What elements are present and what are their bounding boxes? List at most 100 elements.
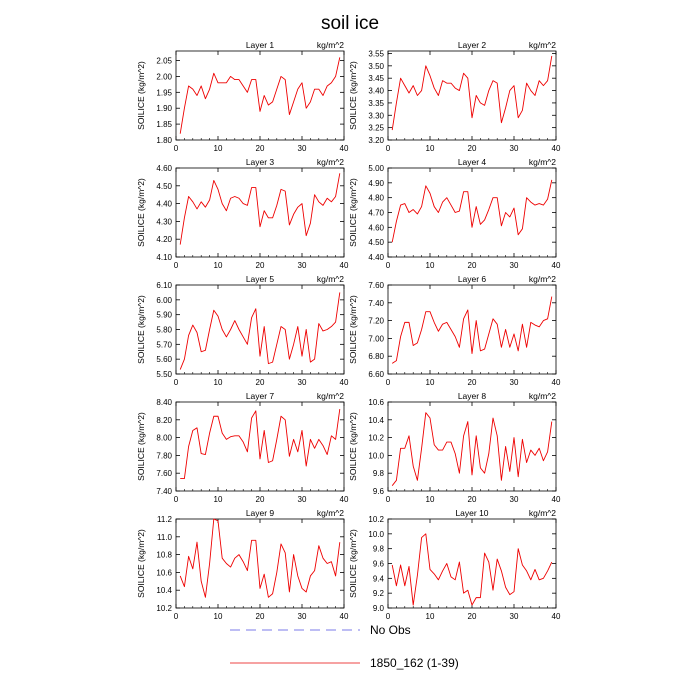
series-line [179, 292, 341, 370]
y-tick-label: 11.2 [157, 515, 173, 524]
y-tick-label: 2.05 [156, 57, 172, 66]
y-tick-label: 8.40 [156, 398, 172, 407]
y-tick-label: 7.60 [156, 469, 172, 478]
x-tick-label: 40 [552, 261, 561, 270]
y-tick-label: 7.40 [156, 487, 172, 496]
y-tick-label: 3.30 [368, 111, 384, 120]
chart-panel-7: 0 10 20 30 40 7.40 7.60 7.80 8.00 8.20 8.40 Layer 7… [136, 391, 349, 504]
panel-title: Layer 1 [246, 40, 275, 50]
x-tick-label: 10 [214, 144, 223, 153]
series-line [391, 412, 553, 486]
chart-panel-5: 0 10 20 30 40 5.50 5.60 5.70 5.80 5.90 6.00 6.10 Lay… [136, 274, 349, 387]
plot-frame [175, 518, 345, 609]
series-line [180, 409, 341, 479]
panel-units: kg/m^2 [317, 40, 344, 50]
y-tick-label: 6.80 [368, 352, 384, 361]
panel-units: kg/m^2 [529, 391, 556, 401]
y-tick-label: 6.10 [156, 281, 172, 290]
legend-label-no-obs: No Obs [370, 623, 411, 637]
x-tick-label: 10 [426, 378, 435, 387]
y-tick-label: 7.20 [368, 317, 384, 326]
y-tick-label: 9.0 [373, 604, 385, 613]
x-tick-label: 30 [510, 495, 519, 504]
panel-title: Layer 5 [246, 274, 275, 284]
y-tick-label: 10.6 [156, 568, 172, 577]
panel-units: kg/m^2 [529, 157, 556, 167]
y-tick-label: 10.8 [156, 551, 172, 560]
panel-title: Layer 4 [458, 157, 487, 167]
y-axis-label: SOILICE (kg/m^2) [348, 178, 358, 247]
y-axis-label: SOILICE (kg/m^2) [136, 178, 146, 247]
y-tick-label: 9.6 [373, 487, 385, 496]
y-tick-label: 9.4 [373, 574, 385, 583]
y-tick-label: 5.00 [368, 164, 384, 173]
panel-units: kg/m^2 [317, 274, 344, 284]
series-line [179, 173, 341, 245]
y-tick-label: 9.6 [373, 560, 385, 569]
x-tick-label: 40 [340, 144, 349, 153]
x-tick-label: 30 [298, 261, 307, 270]
x-tick-label: 20 [468, 261, 477, 270]
plot-frame [387, 518, 557, 609]
x-tick-label: 20 [256, 378, 265, 387]
x-tick-label: 10 [214, 378, 223, 387]
x-tick-label: 0 [174, 612, 179, 621]
x-tick-label: 40 [340, 378, 349, 387]
x-tick-label: 0 [386, 612, 391, 621]
x-tick-label: 20 [468, 495, 477, 504]
x-tick-label: 10 [426, 495, 435, 504]
x-tick-label: 0 [386, 261, 391, 270]
y-tick-label: 3.35 [368, 99, 384, 108]
panel-units: kg/m^2 [529, 40, 556, 50]
legend: No Obs 1850_162 (1-39) [230, 623, 459, 670]
x-tick-label: 0 [174, 378, 179, 387]
chart-panel-4: 0 10 20 30 40 4.40 4.50 4.60 4.70 4.80 4.90 5.00 Lay… [348, 157, 561, 270]
y-tick-label: 5.70 [156, 340, 172, 349]
plot-frame [387, 401, 557, 492]
y-tick-label: 4.80 [368, 194, 384, 203]
x-tick-label: 10 [426, 144, 435, 153]
x-tick-label: 0 [386, 144, 391, 153]
y-tick-label: 10.0 [368, 530, 384, 539]
panel-title: Layer 2 [458, 40, 487, 50]
y-tick-label: 3.20 [368, 136, 384, 145]
y-axis-label: SOILICE (kg/m^2) [348, 61, 358, 130]
y-tick-label: 4.30 [156, 217, 172, 226]
x-tick-label: 20 [256, 144, 265, 153]
chart-panel-2: 0 10 20 30 40 3.20 3.25 3.30 3.35 3.40 3.45 3.50 3.5… [348, 40, 561, 153]
x-tick-label: 30 [298, 612, 307, 621]
y-tick-label: 10.6 [368, 398, 384, 407]
x-tick-label: 20 [468, 378, 477, 387]
x-tick-label: 30 [510, 144, 519, 153]
y-tick-label: 1.80 [156, 136, 172, 145]
chart-panel-1: 0 10 20 30 40 1.80 1.85 1.90 1.95 2.00 2.05 Layer 1… [136, 40, 349, 153]
figure-title: soil ice [321, 13, 379, 34]
chart-panel-3: 0 10 20 30 40 4.10 4.20 4.30 4.40 4.50 4.60 Layer 3… [136, 157, 349, 270]
y-tick-label: 3.25 [368, 124, 384, 133]
x-tick-label: 0 [386, 495, 391, 504]
y-tick-label: 10.0 [368, 451, 384, 460]
y-axis-label: SOILICE (kg/m^2) [348, 412, 358, 481]
x-tick-label: 20 [468, 612, 477, 621]
y-tick-label: 3.50 [368, 62, 384, 71]
x-tick-label: 0 [386, 378, 391, 387]
x-tick-label: 20 [256, 495, 265, 504]
y-axis-label: SOILICE (kg/m^2) [348, 529, 358, 598]
y-tick-label: 5.60 [156, 355, 172, 364]
panel-title: Layer 3 [246, 157, 275, 167]
y-axis-label: SOILICE (kg/m^2) [136, 529, 146, 598]
panel-units: kg/m^2 [529, 274, 556, 284]
series-line [391, 296, 553, 364]
y-tick-label: 10.2 [368, 434, 384, 443]
panel-title: Layer 9 [246, 508, 275, 518]
y-tick-label: 8.00 [156, 434, 172, 443]
x-tick-label: 20 [468, 144, 477, 153]
y-tick-label: 5.50 [156, 370, 172, 379]
x-tick-label: 10 [426, 612, 435, 621]
y-tick-label: 10.4 [156, 586, 172, 595]
y-tick-label: 10.4 [368, 416, 384, 425]
y-tick-label: 4.60 [368, 223, 384, 232]
chart-panel-10: 0 10 20 30 40 9.0 9.2 9.4 9.6 9.8 10.0 10.2 Layer 10… [348, 508, 561, 621]
x-tick-label: 40 [552, 144, 561, 153]
